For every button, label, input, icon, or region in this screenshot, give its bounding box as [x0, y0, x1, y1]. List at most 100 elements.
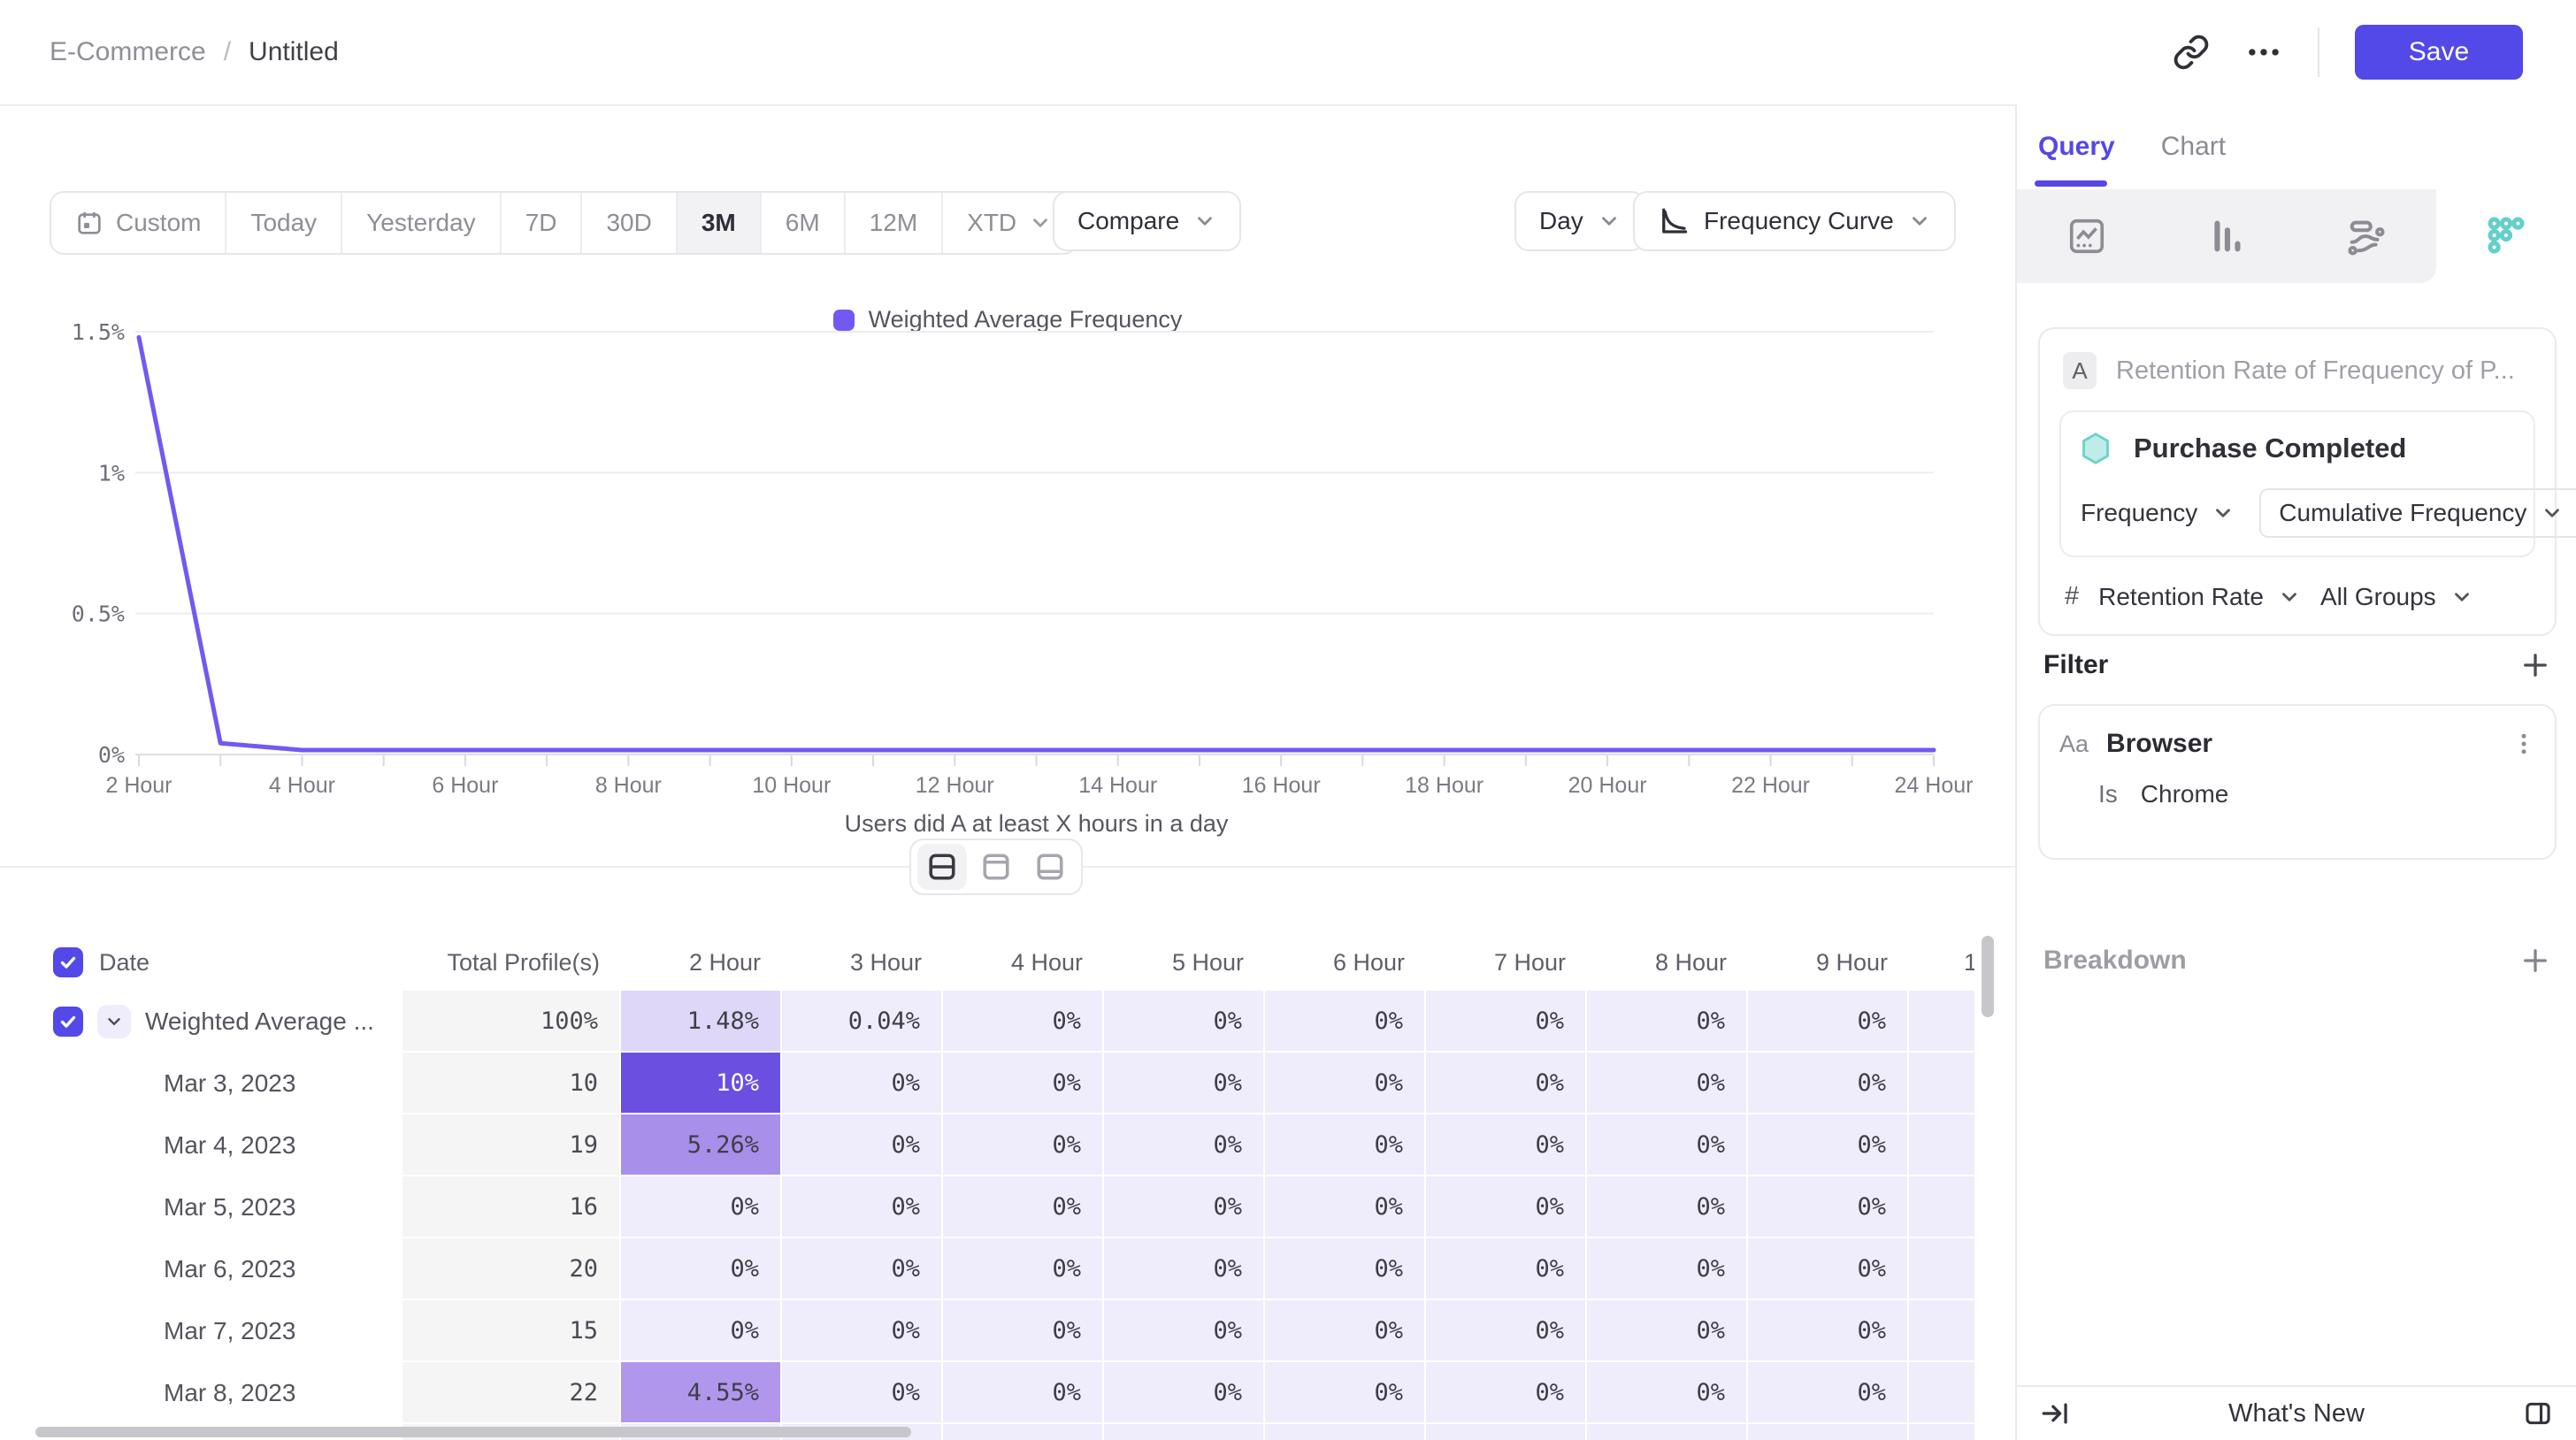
svg-text:24 Hour: 24 Hour — [1895, 773, 1974, 798]
filter-property-name[interactable]: Browser — [2106, 729, 2213, 758]
module-funnels-button[interactable] — [2157, 189, 2296, 283]
vertical-scrollbar[interactable] — [1982, 936, 1994, 1017]
filter-menu-icon[interactable] — [2511, 731, 2537, 757]
horizontal-scrollbar[interactable] — [35, 1427, 911, 1437]
frequency-curve-icon — [1658, 205, 1690, 237]
time-range-12m[interactable]: 12M — [843, 193, 941, 253]
select-checkbox[interactable] — [53, 947, 83, 977]
time-range-xtd[interactable]: XTD — [941, 193, 1076, 253]
event-name[interactable]: Purchase Completed — [2134, 433, 2407, 463]
panel-layout-icon[interactable] — [2523, 1398, 2553, 1429]
table-cell: 5.26% — [621, 1114, 782, 1176]
time-range-30d[interactable]: 30D — [580, 193, 675, 253]
results-table: Date Total Profile(s) 2 Hour 3 Hour 4 Hour 5 … — [27, 934, 1974, 1440]
column-header[interactable]: 4 Hour — [1010, 948, 1083, 976]
bar-chart-icon — [2206, 216, 2247, 257]
metric-dropdown[interactable]: Retention Rate — [2098, 583, 2301, 611]
module-retention-button[interactable] — [2436, 189, 2576, 283]
save-button[interactable]: Save — [2355, 25, 2523, 80]
column-header-date[interactable]: Date — [27, 947, 402, 977]
layout-split-view-button[interactable] — [916, 844, 967, 890]
column-header[interactable]: 9 Hour — [1815, 948, 1888, 976]
table-cell: 0% — [1104, 1053, 1265, 1114]
collapse-panel-icon[interactable] — [2040, 1398, 2070, 1429]
legend-label[interactable]: Weighted Average Frequency — [868, 306, 1183, 333]
frequency-dropdown[interactable]: Frequency — [2081, 499, 2235, 527]
table-cell: 0% — [1748, 1053, 1909, 1114]
table-cell: 0% — [782, 1362, 943, 1424]
table-cell: 0% — [1587, 1176, 1748, 1238]
table-row[interactable]: Mar 4, 2023 19 5.26% 0% 0% 0% 0% 0% 0% 0% — [27, 1114, 1974, 1176]
table-cell: 0% — [943, 1053, 1104, 1114]
tab-query[interactable]: Query — [2038, 132, 2115, 161]
groups-dropdown-label: All Groups — [2319, 582, 2436, 610]
layout-table-only-button[interactable] — [1025, 844, 1075, 890]
row-date-cell: Mar 3, 2023 — [27, 1053, 402, 1114]
table-row[interactable]: Mar 3, 2023 10 10% 0% 0% 0% 0% 0% 0% 0% — [27, 1053, 1974, 1114]
tab-chart[interactable]: Chart — [2160, 132, 2227, 161]
breadcrumb-report-title[interactable]: Untitled — [249, 37, 339, 66]
split-view-icon — [926, 851, 958, 883]
column-header[interactable]: 7 Hour — [1493, 948, 1566, 976]
compare-button[interactable]: Compare — [1053, 191, 1242, 251]
table-cell: 0% — [1587, 1300, 1748, 1362]
table-row[interactable]: Mar 8, 2023 22 4.55% 0% 0% 0% 0% 0% 0% 0% — [27, 1362, 1974, 1424]
column-header[interactable]: 5 Hour — [1171, 948, 1244, 976]
row-date-cell: Mar 6, 2023 — [27, 1238, 402, 1300]
table-row[interactable]: Mar 5, 2023 16 0% 0% 0% 0% 0% 0% 0% 0% — [27, 1176, 1974, 1238]
table-cell — [1909, 1176, 1974, 1238]
column-header[interactable]: Total Profile(s) — [447, 948, 600, 976]
module-flows-button[interactable] — [2296, 189, 2436, 283]
time-range-3m[interactable]: 3M — [675, 193, 760, 253]
frequency-curve-chart[interactable]: 0% 0.5% 1% 1.5% 2 Hour 4 Hour 6 Hour 8 Hour 10 H… — [0, 301, 2015, 854]
table-row[interactable]: Mar 7, 2023 15 0% 0% 0% 0% 0% 0% 0% 0% — [27, 1300, 1974, 1362]
add-filter-icon[interactable] — [2519, 649, 2551, 681]
chart-type-button[interactable]: Frequency Curve — [1633, 191, 1956, 251]
expand-row-button[interactable] — [97, 1005, 131, 1038]
row-total-cell: 16 — [402, 1176, 621, 1238]
event-card[interactable]: Purchase Completed Frequency Cumulative … — [2059, 410, 2576, 557]
table-row[interactable]: Weighted Average ... 100% 1.48% 0.04% 0% 0% 0%… — [27, 991, 1974, 1053]
flows-icon — [2346, 216, 2387, 257]
granularity-button[interactable]: Day — [1514, 191, 1645, 251]
module-insights-button[interactable] — [2017, 189, 2157, 283]
column-header[interactable]: 3 Hour — [849, 948, 922, 976]
layout-chart-only-button[interactable] — [971, 844, 1021, 890]
breadcrumb-project[interactable]: E-Commerce — [50, 37, 206, 66]
row-total-cell: 100% — [402, 991, 621, 1053]
time-range-7d[interactable]: 7D — [499, 193, 581, 253]
column-header[interactable]: 10 Hour — [1963, 948, 1974, 976]
column-header[interactable]: 6 Hour — [1332, 948, 1405, 976]
filter-operator[interactable]: Is — [2098, 780, 2118, 808]
metric-row: # Retention Rate All Groups — [2065, 582, 2534, 611]
time-range-yesterday[interactable]: Yesterday — [341, 193, 500, 253]
select-checkbox[interactable] — [53, 1007, 83, 1037]
step-title[interactable]: Retention Rate of Frequency of P... — [2116, 356, 2515, 385]
chevron-down-icon — [1193, 210, 1216, 233]
column-header[interactable]: 2 Hour — [688, 948, 761, 976]
time-range-label: Custom — [116, 209, 202, 236]
row-date-cell: Mar 5, 2023 — [27, 1176, 402, 1238]
table-cell: 1.48% — [621, 991, 782, 1053]
column-header[interactable]: 8 Hour — [1654, 948, 1727, 976]
frequency-type-dropdown[interactable]: Cumulative Frequency — [2259, 488, 2576, 538]
chevron-down-icon — [2450, 586, 2473, 609]
time-range-6m[interactable]: 6M — [759, 193, 844, 253]
more-options-icon[interactable] — [2245, 34, 2282, 71]
time-range-custom[interactable]: Custom — [51, 193, 225, 253]
breadcrumb: E-Commerce / Untitled — [50, 0, 339, 104]
chevron-down-icon — [1598, 210, 1621, 233]
table-cell: 0% — [1748, 1362, 1909, 1424]
whats-new-link[interactable]: What's New — [2228, 1398, 2365, 1428]
time-range-label: Yesterday — [366, 209, 476, 236]
filter-value[interactable]: Chrome — [2140, 780, 2229, 808]
svg-text:0.5%: 0.5% — [72, 601, 125, 627]
add-breakdown-icon[interactable] — [2519, 945, 2551, 977]
table-cell: 10% — [621, 1053, 782, 1114]
row-date-cell: Mar 4, 2023 — [27, 1114, 402, 1176]
table-row[interactable]: Mar 6, 2023 20 0% 0% 0% 0% 0% 0% 0% 0% — [27, 1238, 1974, 1300]
row-date-cell: Mar 8, 2023 — [27, 1362, 402, 1424]
time-range-today[interactable]: Today — [225, 193, 341, 253]
groups-dropdown[interactable]: All Groups — [2320, 583, 2473, 611]
copy-link-icon[interactable] — [2173, 34, 2210, 71]
